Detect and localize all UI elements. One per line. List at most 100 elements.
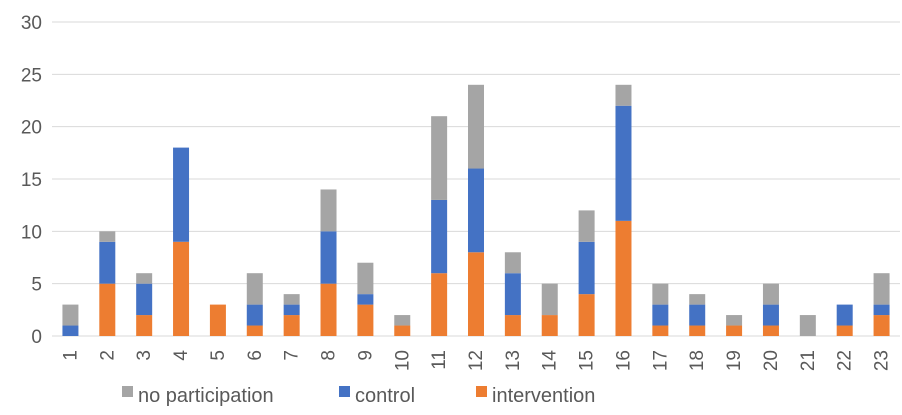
y-tick-label: 0 — [31, 327, 42, 348]
x-tick-label: 15 — [577, 350, 598, 371]
bar-segment-no-participation-2 — [99, 231, 116, 242]
bar-segment-no-participation-10 — [394, 315, 411, 326]
bar-segment-intervention-20 — [762, 325, 779, 336]
bar-segment-no-participation-23 — [873, 273, 890, 305]
x-tick-label: 13 — [503, 350, 524, 371]
bar-segment-control-3 — [136, 283, 153, 316]
bar-segment-no-participation-1 — [62, 304, 79, 326]
x-tick-label: 22 — [835, 350, 856, 371]
bar-segment-no-participation-6 — [246, 273, 263, 305]
x-tick-label: 3 — [134, 350, 155, 361]
x-tick-label: 21 — [798, 350, 819, 371]
bar-segment-control-2 — [99, 241, 116, 284]
bar-segment-control-4 — [173, 147, 190, 242]
x-tick-label: 19 — [724, 350, 745, 371]
x-tick-label: 5 — [208, 350, 229, 361]
bar-segment-control-1 — [62, 325, 79, 336]
bar-segment-no-participation-17 — [652, 283, 669, 305]
bar-segment-control-9 — [357, 294, 374, 305]
bar-segment-control-13 — [504, 273, 521, 316]
bar-segment-no-participation-15 — [578, 210, 595, 242]
x-tick-label: 1 — [60, 350, 81, 361]
bar-segment-no-participation-8 — [320, 189, 337, 232]
x-tick-label: 12 — [466, 350, 487, 371]
x-tick-label: 14 — [540, 350, 561, 372]
bar-segment-control-16 — [615, 105, 632, 221]
bar-segment-intervention-6 — [246, 325, 263, 336]
bar-segment-control-20 — [762, 304, 779, 326]
bar-segment-no-participation-16 — [615, 84, 632, 106]
bar-segment-control-6 — [246, 304, 263, 326]
bar-segment-no-participation-11 — [431, 116, 448, 200]
bar-segment-no-participation-13 — [504, 252, 521, 274]
y-tick-label: 15 — [21, 170, 42, 191]
x-tick-label: 8 — [319, 350, 340, 361]
legend-label-intervention: intervention — [492, 385, 595, 407]
bar-segment-intervention-2 — [99, 283, 116, 336]
y-tick-label: 30 — [21, 13, 42, 34]
bar-segment-control-17 — [652, 304, 669, 326]
bar-segment-no-participation-20 — [762, 283, 779, 305]
x-tick-label: 17 — [650, 350, 671, 371]
bar-segment-intervention-5 — [209, 304, 226, 336]
y-tick-label: 25 — [21, 65, 42, 86]
bar-segment-no-participation-14 — [541, 283, 558, 316]
bar-segment-intervention-10 — [394, 325, 411, 336]
bar-segment-no-participation-12 — [468, 84, 484, 169]
bar-segment-control-15 — [578, 241, 595, 295]
bar-segment-intervention-23 — [873, 315, 890, 336]
bar-segment-intervention-13 — [504, 315, 521, 336]
x-tick-label: 20 — [761, 350, 782, 371]
legend-swatch-control — [339, 386, 350, 397]
legend: no participation control intervention — [122, 385, 595, 407]
x-tick-label: 18 — [687, 350, 708, 371]
x-tick-label: 10 — [392, 350, 413, 371]
x-tick-label: 4 — [171, 350, 192, 361]
x-axis-tick-labels: 1 2 3 4 5 6 7 8 9 10 11 12 13 14 15 16 17 18 19 20 21 22 23 — [60, 350, 892, 372]
bar-segment-no-participation-19 — [726, 315, 743, 326]
x-tick-label: 9 — [355, 350, 376, 361]
legend-label-no-participation: no participation — [138, 385, 274, 407]
x-tick-label: 23 — [872, 350, 893, 371]
bar-segment-intervention-15 — [578, 294, 595, 336]
bar-segment-intervention-16 — [615, 220, 632, 336]
bar-segment-no-participation-3 — [136, 273, 153, 284]
bar-segment-control-11 — [431, 199, 448, 274]
x-tick-label: 7 — [282, 350, 303, 361]
y-tick-label: 10 — [21, 222, 42, 243]
bar-segment-intervention-11 — [431, 273, 448, 336]
bar-segment-intervention-18 — [689, 325, 706, 336]
bar-segment-intervention-17 — [652, 325, 669, 336]
bar-segment-no-participation-18 — [689, 294, 706, 305]
x-tick-label: 16 — [613, 350, 634, 371]
x-tick-label: 6 — [245, 350, 266, 361]
y-tick-label: 5 — [31, 275, 42, 296]
x-tick-label: 2 — [97, 350, 118, 361]
bar-segment-no-participation-7 — [283, 294, 300, 305]
bar-segment-control-23 — [873, 304, 890, 316]
bar-segment-intervention-12 — [468, 252, 484, 336]
bar-segment-control-22 — [836, 304, 853, 326]
bar-segment-intervention-9 — [357, 304, 374, 336]
bar-segment-intervention-8 — [320, 283, 337, 336]
bar-segment-no-participation-9 — [357, 262, 374, 295]
bar-segment-control-18 — [689, 304, 706, 326]
bar-segment-intervention-14 — [541, 315, 558, 336]
bar-segment-control-12 — [468, 168, 484, 253]
bar-segment-intervention-7 — [283, 315, 300, 336]
bar-segment-intervention-4 — [173, 241, 190, 336]
bar-segment-control-8 — [320, 231, 337, 284]
y-axis-tick-labels: 0 5 10 15 20 25 30 — [21, 13, 42, 348]
bar-segment-no-participation-21 — [799, 315, 816, 336]
legend-swatch-no-participation — [122, 386, 133, 397]
bar-segment-intervention-22 — [836, 325, 853, 336]
bar-segment-intervention-3 — [136, 315, 153, 336]
x-tick-label: 11 — [429, 350, 450, 370]
bar-segment-intervention-19 — [726, 325, 743, 336]
bar-segment-control-7 — [283, 304, 300, 316]
legend-label-control: control — [355, 385, 415, 407]
legend-swatch-intervention — [476, 386, 487, 397]
bars — [62, 84, 890, 336]
